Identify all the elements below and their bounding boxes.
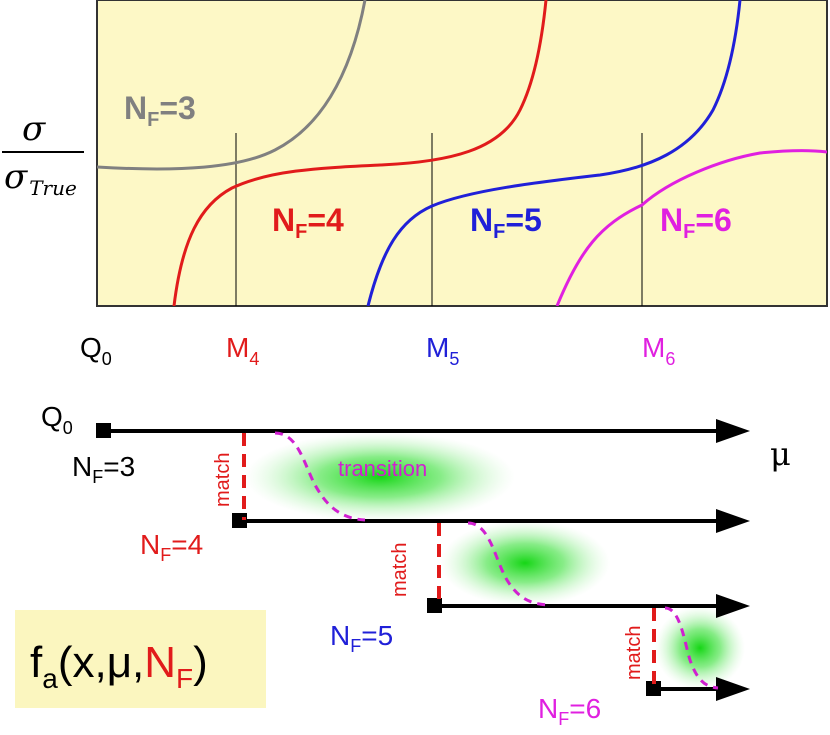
- formula-background: [15, 610, 266, 708]
- matching-scheme: match match match transition Q0 μ NF=3 N…: [41, 401, 791, 729]
- y-label-denominator: σ True: [4, 157, 77, 200]
- threshold-label-m6: M6: [642, 332, 675, 369]
- start-marker-nf5: [427, 598, 442, 613]
- curve-label-nf5: NF=5: [470, 202, 542, 243]
- curve-nf3: [97, 0, 367, 171]
- threshold-label-m4: M4: [226, 332, 259, 369]
- curve-label-nf6: NF=6: [660, 202, 732, 243]
- y-label-numerator: σ: [22, 109, 46, 149]
- match-label-5: match: [389, 543, 411, 597]
- start-marker-nf3: [96, 423, 111, 438]
- transition-glow-5: [440, 520, 610, 606]
- threshold-label-m5: M5: [426, 332, 459, 369]
- arrow-head-nf3: [716, 419, 750, 443]
- curve-label-nf4: NF=4: [272, 202, 344, 243]
- start-marker-nf4: [232, 513, 247, 528]
- curve-nf5: [366, 0, 742, 306]
- y-axis-label: σ σ True: [2, 109, 84, 200]
- threshold-plot: NF=3 NF=4 NF=5 NF=6: [96, 0, 828, 307]
- curve-nf6: [555, 149, 827, 306]
- arrow-head-nf6: [716, 677, 750, 701]
- transition-glow-4: [245, 432, 515, 522]
- arrow-head-nf5: [716, 594, 750, 618]
- transition-curve-6: [664, 606, 719, 690]
- curve-label-nf3: NF=3: [124, 90, 196, 131]
- match-label-4: match: [212, 453, 234, 507]
- flavor-label-nf3: NF=3: [72, 451, 135, 487]
- threshold-labels: Q0 M4 M5 M6: [80, 332, 675, 369]
- transition-glow-6: [655, 606, 745, 690]
- transition-label: transition: [338, 456, 427, 481]
- formula-box: fa(x,μ,NF): [15, 610, 266, 708]
- curve-nf4: [172, 0, 548, 306]
- flavor-label-nf4: NF=4: [140, 529, 203, 565]
- start-marker-nf6: [646, 681, 661, 696]
- arrow-head-nf4: [716, 509, 750, 533]
- transition-curve-5: [467, 521, 549, 607]
- threshold-label-q0: Q0: [80, 332, 112, 369]
- formula-text: fa(x,μ,NF): [30, 638, 208, 694]
- flavor-label-nf6: NF=6: [538, 693, 601, 729]
- scheme-start-label: Q0: [41, 401, 73, 438]
- transition-curve-4: [274, 431, 366, 522]
- match-label-6: match: [623, 626, 645, 680]
- flavor-label-nf5: NF=5: [330, 620, 393, 656]
- scheme-axis-label-mu: μ: [770, 435, 791, 473]
